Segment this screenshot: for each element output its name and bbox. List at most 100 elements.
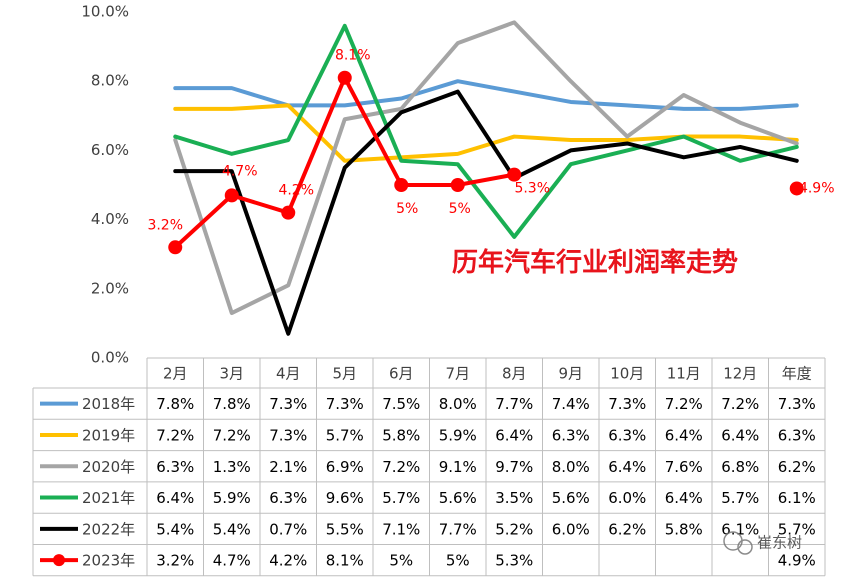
table-cell: 5.5%	[326, 520, 364, 538]
y-tick-label: 0.0%	[91, 349, 129, 367]
table-cell: 7.3%	[608, 395, 646, 413]
marker	[394, 178, 409, 192]
table-cell: 9.1%	[439, 458, 477, 476]
series-line	[173, 79, 799, 111]
x-tick-label: 年度	[782, 365, 812, 383]
x-tick-label: 11月	[667, 365, 701, 383]
table-cell: 4.2%	[269, 552, 307, 570]
table-cell: 5.7%	[778, 520, 816, 538]
table-cell: 5.2%	[495, 520, 533, 538]
marker	[450, 178, 465, 192]
x-tick-label: 12月	[723, 365, 757, 383]
table-cell: 6.3%	[156, 458, 194, 476]
legend-label: 2019年	[82, 426, 135, 444]
x-tick-label: 8月	[502, 365, 527, 383]
table-cell: 7.3%	[326, 395, 364, 413]
table-cell: 6.3%	[778, 426, 816, 444]
watermark: 崔东树	[723, 531, 802, 555]
table-cell: 7.3%	[269, 395, 307, 413]
table-cell: 5.7%	[721, 489, 759, 507]
x-tick-label: 3月	[219, 365, 244, 383]
series-line	[173, 20, 799, 316]
watermark-text: 崔东树	[757, 534, 802, 552]
table-cell: 6.3%	[608, 426, 646, 444]
table-cell: 5.6%	[552, 489, 590, 507]
table-cell: 1.3%	[213, 458, 251, 476]
table-cell: 6.8%	[721, 458, 759, 476]
table-cell: 7.1%	[382, 520, 420, 538]
table-cell: 5.9%	[439, 426, 477, 444]
annotation: 历年汽车行业利润率走势	[452, 247, 738, 278]
table-cell: 7.2%	[382, 458, 420, 476]
table-cell: 5.9%	[213, 489, 251, 507]
watermark-icon	[737, 539, 753, 555]
table-cell: 6.4%	[721, 426, 759, 444]
table-cell: 5.6%	[439, 489, 477, 507]
marker	[789, 181, 804, 196]
data-label: 4.2%	[278, 183, 314, 199]
table-cell: 2.1%	[269, 458, 307, 476]
table-cell: 5.4%	[156, 520, 194, 538]
table-cell: 7.2%	[156, 426, 194, 444]
table-cell: 7.8%	[156, 395, 194, 413]
marker	[281, 205, 296, 220]
table-cell: 0.7%	[269, 520, 307, 538]
series-line	[173, 103, 799, 163]
table-cell: 6.3%	[269, 489, 307, 507]
x-tick-label: 6月	[389, 365, 414, 383]
y-tick-label: 6.0%	[91, 141, 129, 159]
table-cell: 6.0%	[608, 489, 646, 507]
table-cell: 7.2%	[213, 426, 251, 444]
x-tick-label: 9月	[558, 365, 583, 383]
legend-label: 2022年	[82, 520, 135, 538]
table-cell: 6.4%	[495, 426, 533, 444]
table-cell: 4.9%	[778, 552, 816, 570]
x-tick-label: 10月	[610, 365, 644, 383]
table-cell: 6.4%	[665, 489, 703, 507]
marker	[168, 240, 183, 255]
x-tick-label: 5月	[332, 365, 357, 383]
table-cell: 6.4%	[665, 426, 703, 444]
marker	[337, 70, 352, 85]
table-cell: 6.1%	[778, 489, 816, 507]
table-cell: 7.3%	[269, 426, 307, 444]
table-cell: 6.0%	[552, 520, 590, 538]
table-cell: 3.2%	[156, 552, 194, 570]
data-label: 5%	[396, 201, 418, 217]
x-tick-label: 2月	[163, 365, 188, 383]
table-cell: 5.7%	[382, 489, 420, 507]
table-cell: 9.7%	[495, 458, 533, 476]
table-cell: 3.5%	[495, 489, 533, 507]
table-cell: 7.4%	[552, 395, 590, 413]
marker	[224, 188, 239, 203]
table-cell: 7.7%	[439, 520, 477, 538]
table-cell: 9.6%	[326, 489, 364, 507]
table-cell: 6.9%	[326, 458, 364, 476]
marker	[507, 167, 522, 182]
table-cell: 6.3%	[552, 426, 590, 444]
data-label: 5.3%	[514, 181, 550, 197]
table-cell: 8.1%	[326, 552, 364, 570]
legend-label: 2020年	[82, 458, 135, 476]
data-label: 3.2%	[147, 217, 183, 233]
table-cell: 6.4%	[156, 489, 194, 507]
table-cell: 7.8%	[213, 395, 251, 413]
table-cell: 7.3%	[778, 395, 816, 413]
data-label: 4.9%	[799, 180, 835, 196]
legend-marker	[53, 554, 65, 567]
table-cell: 7.7%	[495, 395, 533, 413]
table-cell: 4.7%	[213, 552, 251, 570]
data-label: 8.1%	[335, 48, 371, 64]
legend-label: 2021年	[82, 489, 135, 507]
table-cell: 7.2%	[721, 395, 759, 413]
x-tick-label: 4月	[276, 365, 301, 383]
y-tick-label: 4.0%	[91, 210, 129, 228]
table-cell: 5%	[446, 552, 470, 570]
table-cell: 7.5%	[382, 395, 420, 413]
y-tick-label: 2.0%	[91, 279, 129, 297]
y-tick-label: 8.0%	[91, 72, 129, 90]
table-cell: 6.4%	[608, 458, 646, 476]
table-cell: 5.3%	[495, 552, 533, 570]
series-line	[173, 89, 799, 336]
